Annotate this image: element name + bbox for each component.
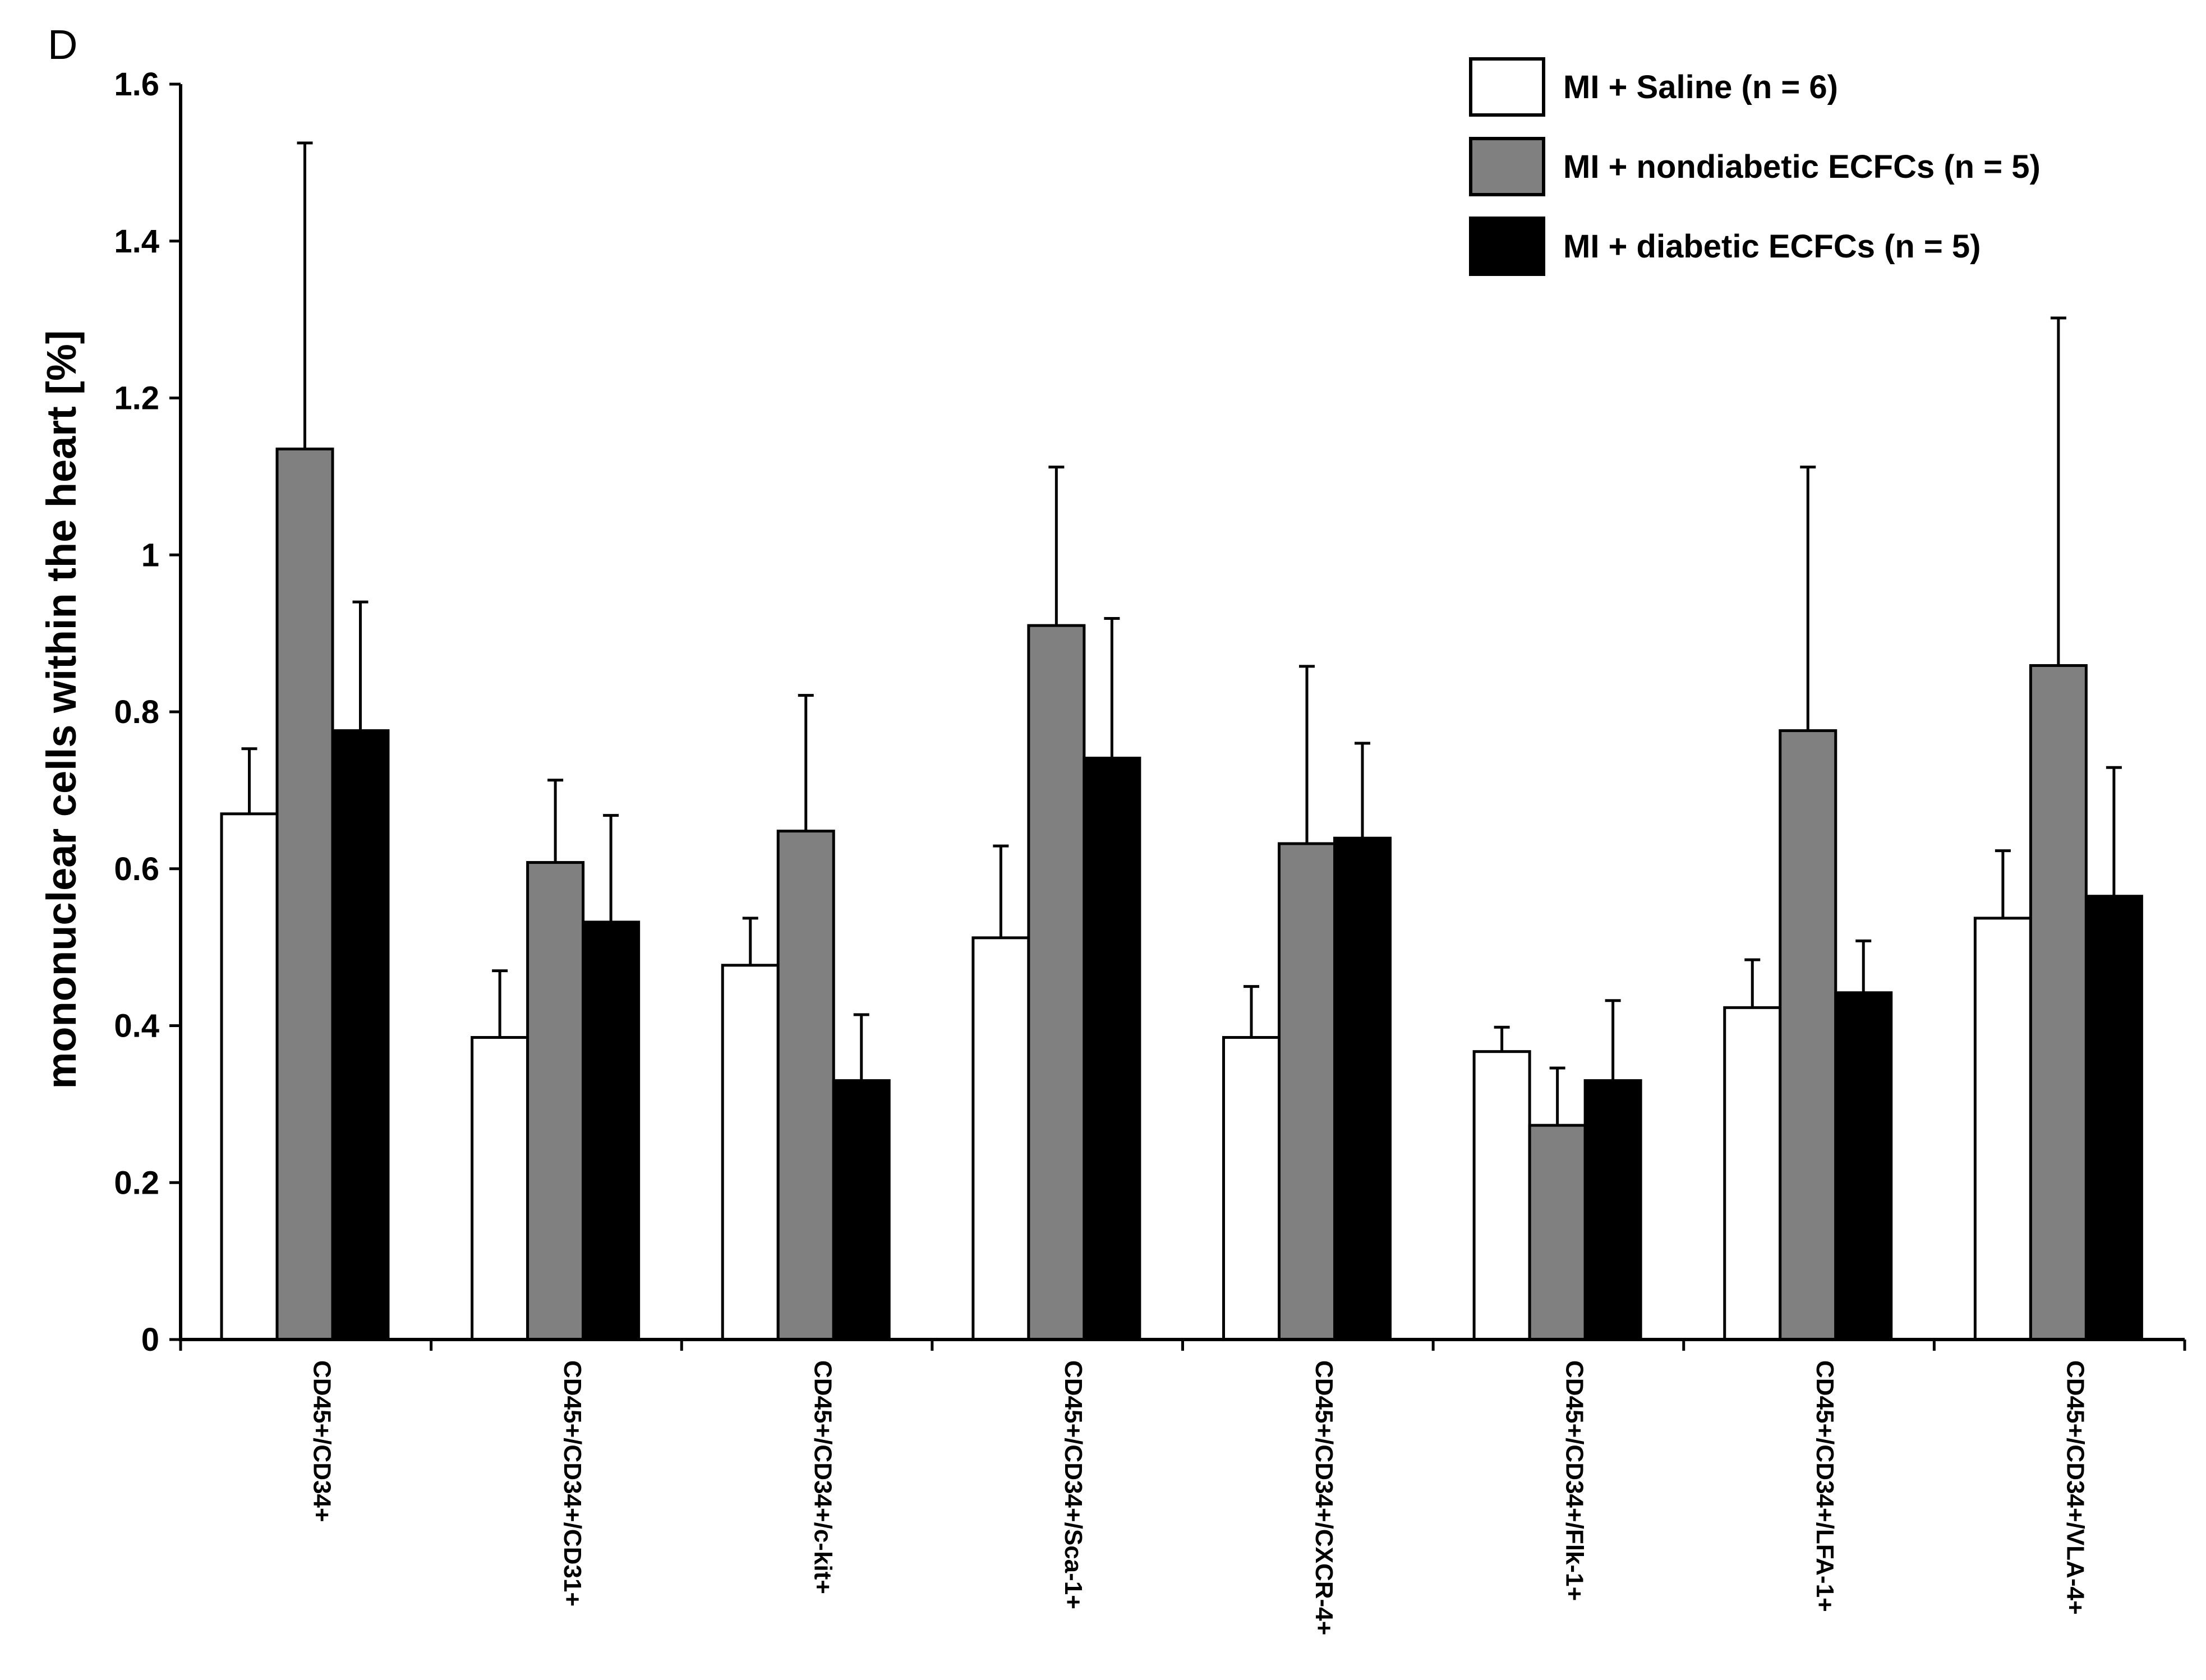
y-ticks: 0 0.2 0.4 0.6 0.8 1 1.2 1.4 1.6 <box>114 66 181 1358</box>
y-tick-label: 0.6 <box>114 851 159 887</box>
x-category-label: CD45+/CD34+/LFA-1+ <box>1811 1360 1839 1612</box>
error-bar <box>2050 316 2066 666</box>
bar-mi-saline-n-6-4 <box>971 936 1030 1341</box>
x-category-label: CD45+/CD34+/CD31+ <box>559 1360 586 1607</box>
y-tick-label: 0.8 <box>114 694 159 730</box>
bar-mi-nondiabetic-ecfcs-n-5-4 <box>1027 624 1086 1341</box>
error-bar <box>1494 1025 1510 1052</box>
error-bars-layer <box>241 141 2122 1126</box>
y-tick-label: 0.4 <box>114 1008 159 1044</box>
bar-mi-nondiabetic-ecfcs-n-5-2 <box>526 861 585 1341</box>
y-tick-label: 0 <box>141 1322 159 1358</box>
y-tick-label: 1.4 <box>114 223 159 260</box>
error-bar <box>1855 939 1872 993</box>
bars-layer <box>220 447 2143 1341</box>
bar-mi-nondiabetic-ecfcs-n-5-5 <box>1278 842 1336 1341</box>
bar-mi-diabetic-ecfcs-n-5-8 <box>2084 895 2143 1341</box>
x-category-label: CD45+/CD34+/Sca-1+ <box>1060 1360 1087 1609</box>
legend-label-mi-saline-n-6: MI + Saline (n = 6) <box>1563 69 1838 105</box>
error-bar <box>1299 665 1315 844</box>
bar-mi-diabetic-ecfcs-n-5-7 <box>1834 991 1893 1341</box>
bar-mi-saline-n-6-5 <box>1222 1035 1281 1341</box>
bar-mi-diabetic-ecfcs-n-5-6 <box>1583 1079 1642 1341</box>
error-bar <box>1800 466 1816 731</box>
bar-mi-diabetic-ecfcs-n-5-3 <box>832 1079 891 1341</box>
bar-mi-nondiabetic-ecfcs-n-5-1 <box>275 447 334 1341</box>
legend-label-mi-nondiabetic-ecfcs-n-5: MI + nondiabetic ECFCs (n = 5) <box>1563 149 2041 185</box>
y-tick-label: 1 <box>141 537 159 573</box>
bar-mi-saline-n-6-3 <box>721 964 780 1341</box>
error-bar <box>1995 849 2011 918</box>
bar-mi-saline-n-6-8 <box>1973 917 2032 1341</box>
y-tick-label: 0.2 <box>114 1165 159 1201</box>
error-bar <box>1744 958 1761 1008</box>
bar-mi-saline-n-6-7 <box>1723 1006 1782 1341</box>
legend-label-mi-diabetic-ecfcs-n-5: MI + diabetic ECFCs (n = 5) <box>1563 228 1981 265</box>
error-bar <box>1048 466 1065 626</box>
x-category-label: CD45+/CD34+/CXCR-4+ <box>1310 1360 1338 1635</box>
bar-mi-nondiabetic-ecfcs-n-5-6 <box>1528 1124 1587 1341</box>
error-bar <box>241 747 257 814</box>
error-bar <box>1549 1066 1565 1126</box>
bar-mi-diabetic-ecfcs-n-5-4 <box>1083 757 1141 1341</box>
legend-swatch-mi-saline-n-6 <box>1469 57 1545 117</box>
error-bar <box>853 1013 869 1081</box>
error-bar <box>297 141 313 449</box>
bar-mi-diabetic-ecfcs-n-5-2 <box>582 920 641 1341</box>
error-bar <box>492 969 508 1038</box>
bar-mi-diabetic-ecfcs-n-5-5 <box>1333 836 1392 1341</box>
y-axis-title: mononuclear cells within the heart [%] <box>38 330 85 1089</box>
bar-mi-diabetic-ecfcs-n-5-1 <box>331 729 390 1341</box>
x-category-label: CD45+/CD34+/Flk-1+ <box>1560 1360 1588 1601</box>
legend-swatch-mi-nondiabetic-ecfcs-n-5 <box>1469 137 1545 196</box>
panel-letter: D <box>48 21 77 68</box>
error-bar <box>1605 999 1621 1081</box>
x-category-label: CD45+/CD34+/VLA-4+ <box>2062 1360 2089 1615</box>
y-tick-label: 1.6 <box>114 66 159 103</box>
x-category-label: CD45+/CD34+/c-kit+ <box>809 1360 837 1594</box>
bar-mi-saline-n-6-6 <box>1472 1050 1531 1341</box>
error-bar <box>1355 742 1370 839</box>
bar-mi-nondiabetic-ecfcs-n-5-3 <box>776 830 835 1341</box>
error-bar <box>547 779 564 863</box>
error-bar <box>2106 766 2122 896</box>
x-category-label: CD45+/CD34+ <box>308 1360 335 1522</box>
legend: MI + Saline (n = 6) MI + nondiabetic ECFC… <box>1469 57 2041 276</box>
bar-mi-saline-n-6-1 <box>220 812 279 1341</box>
bar-mi-saline-n-6-2 <box>471 1035 529 1341</box>
bar-mi-nondiabetic-ecfcs-n-5-7 <box>1779 729 1837 1341</box>
error-bar <box>1104 617 1120 758</box>
error-bar <box>603 814 619 922</box>
legend-swatch-mi-diabetic-ecfcs-n-5 <box>1469 217 1545 276</box>
x-ticks: CD45+/CD34+ CD45+/CD34+/CD31+ CD45+/CD34+/… <box>179 1340 2186 1635</box>
error-bar <box>993 844 1009 938</box>
bar-mi-nondiabetic-ecfcs-n-5-8 <box>2029 664 2088 1341</box>
error-bar <box>742 917 758 965</box>
error-bar <box>352 600 369 731</box>
error-bar <box>798 694 814 831</box>
error-bar <box>1244 985 1259 1038</box>
y-tick-label: 1.2 <box>114 380 159 417</box>
